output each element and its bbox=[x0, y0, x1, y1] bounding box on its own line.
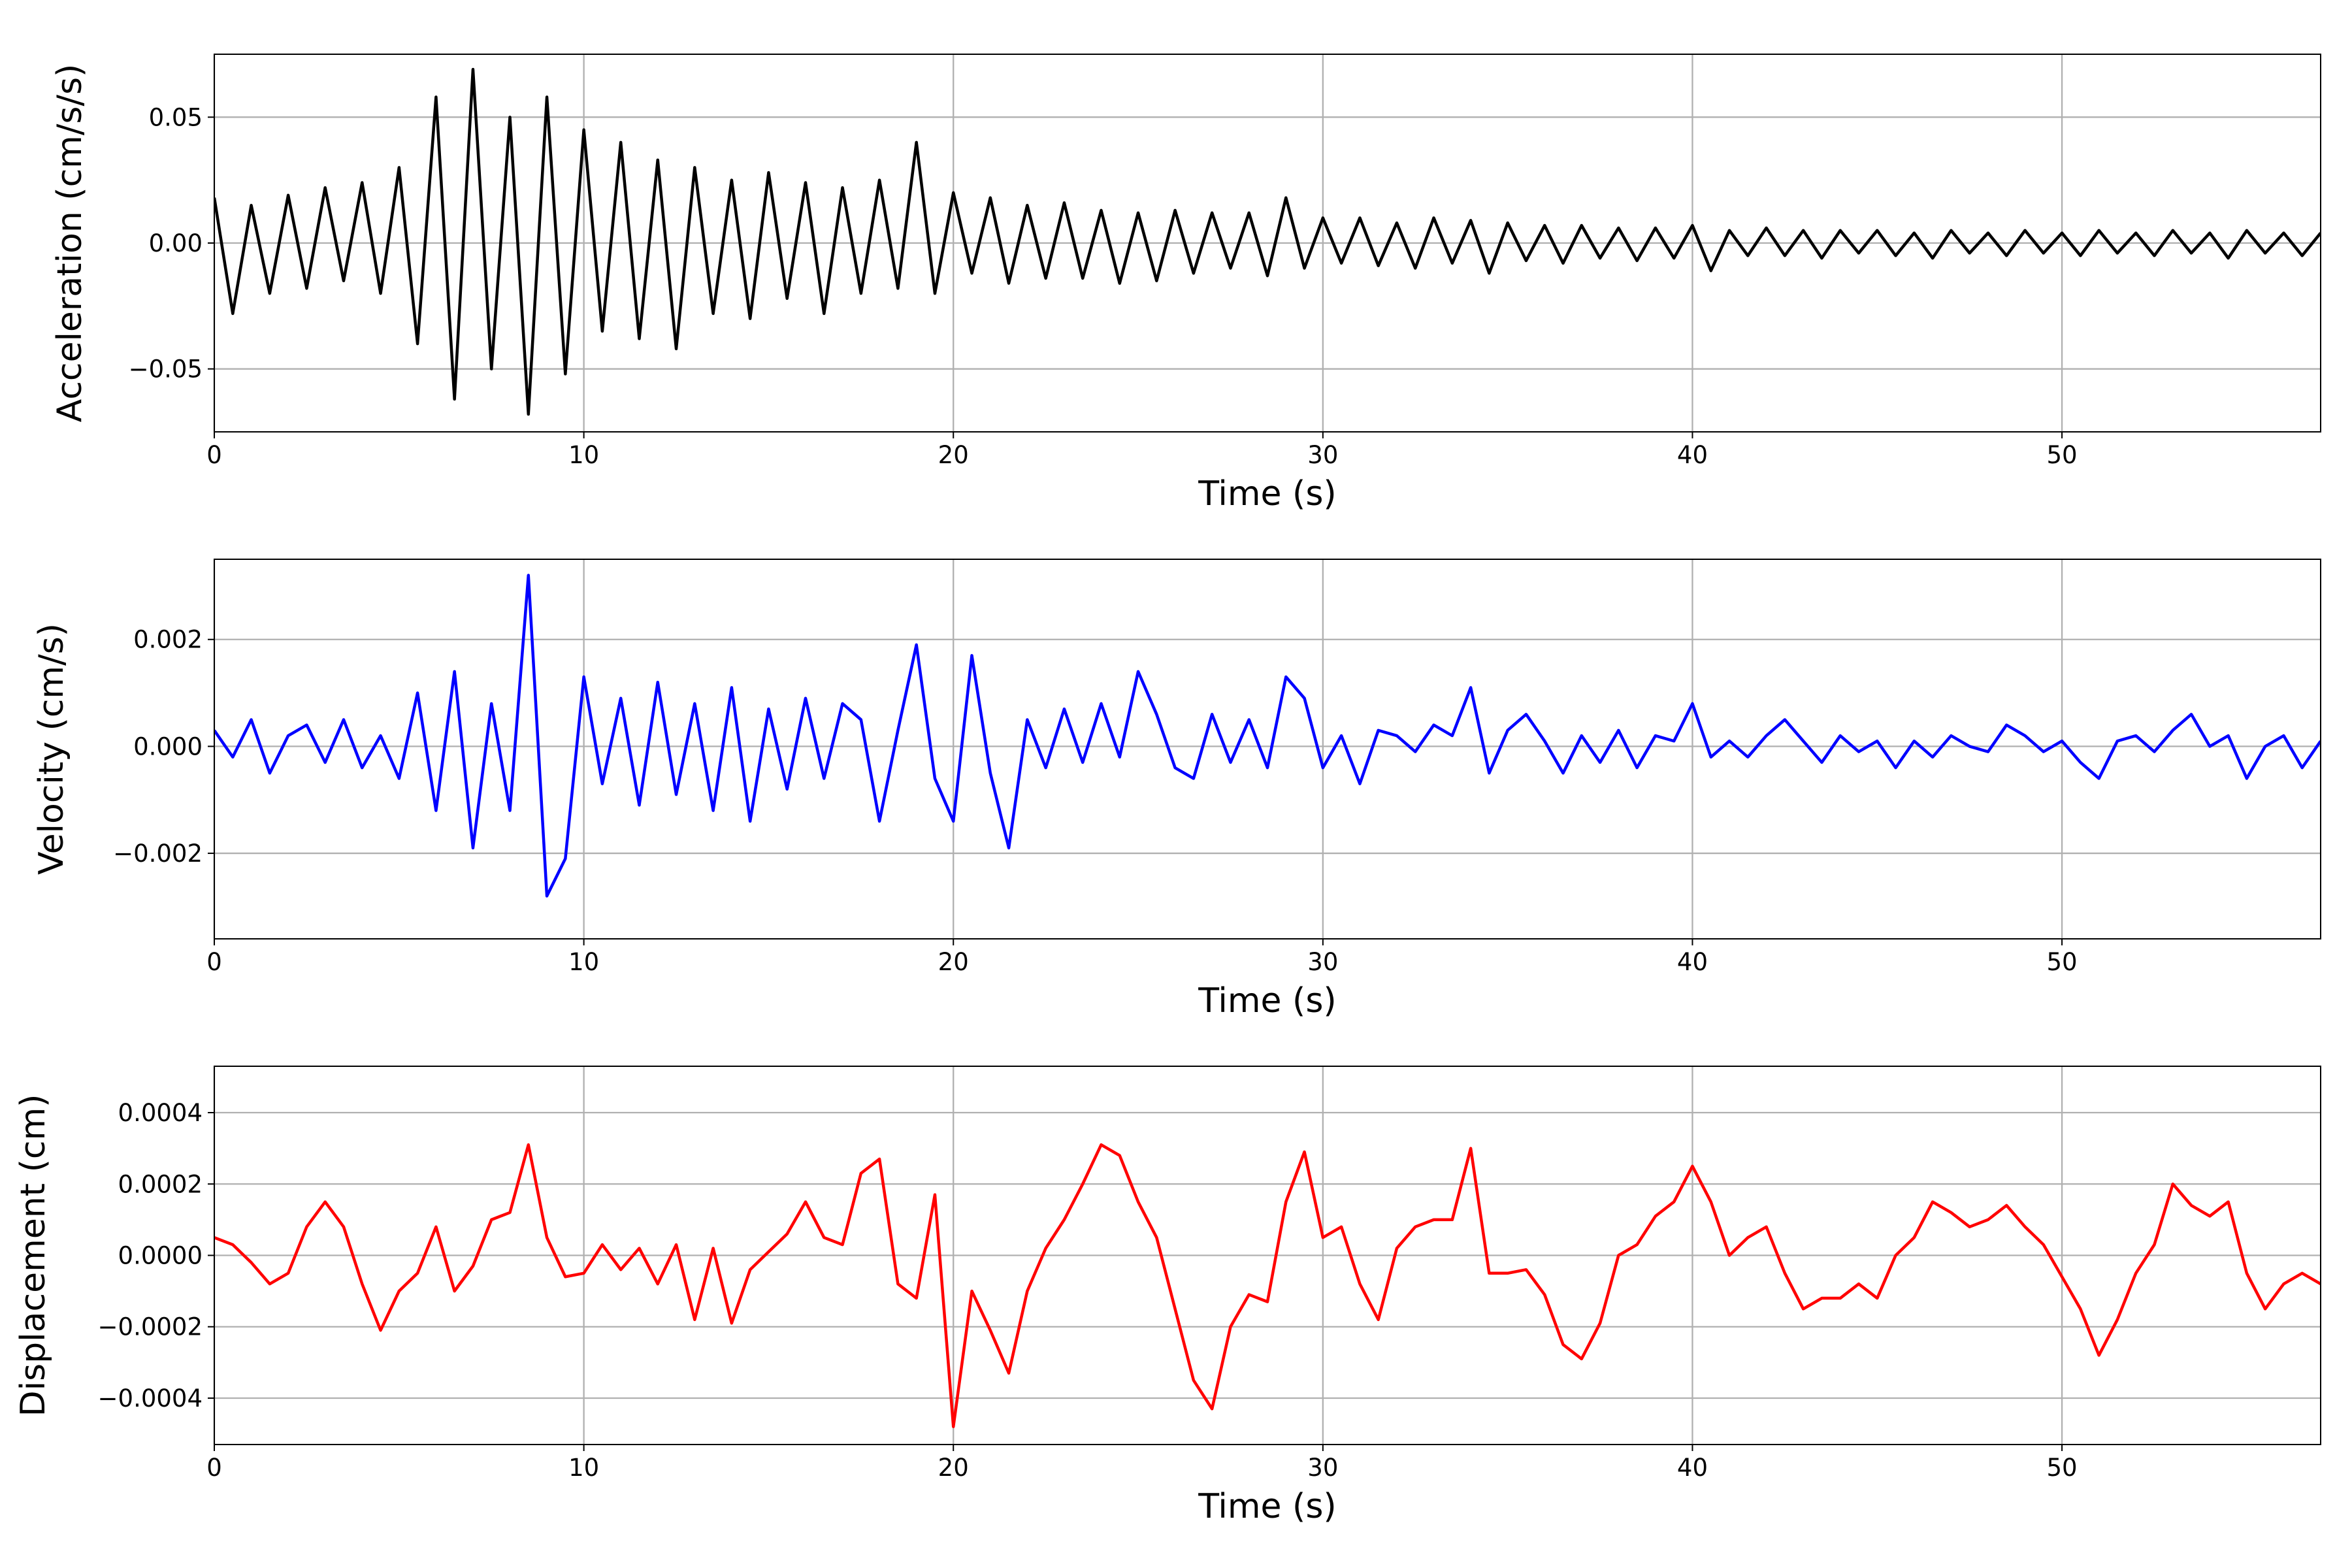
plot-frame bbox=[214, 1066, 2321, 1445]
y-tick-label: −0.0002 bbox=[98, 1313, 203, 1341]
plot-frame bbox=[214, 54, 2321, 433]
y-tick-label: 0.002 bbox=[133, 626, 203, 654]
panel: 0 10 20 30 40 50 −0.002 0.000 0.002 Time (s) Veloc… bbox=[32, 559, 2321, 1021]
y-tick-label: 0.05 bbox=[149, 103, 203, 131]
x-tick-label: 40 bbox=[1677, 948, 1708, 976]
y-tick-label: −0.002 bbox=[113, 840, 203, 868]
y-tick-label: 0.000 bbox=[133, 732, 203, 760]
x-tick-label: 10 bbox=[568, 1454, 599, 1482]
x-axis-label: Time (s) bbox=[1198, 474, 1336, 514]
x-tick-label: 20 bbox=[938, 948, 969, 976]
y-axis-label: Displacement (cm) bbox=[14, 1094, 53, 1417]
y-tick-label: −0.0004 bbox=[98, 1384, 203, 1413]
y-tick-label: 0.0002 bbox=[118, 1170, 203, 1198]
x-tick-label: 30 bbox=[1307, 1454, 1338, 1482]
data-line bbox=[214, 1143, 2321, 1428]
x-tick-label: 50 bbox=[2047, 948, 2078, 976]
x-tick-label: 50 bbox=[2047, 1454, 2078, 1482]
x-tick-label: 0 bbox=[206, 441, 222, 469]
y-tick-label: 0.0000 bbox=[118, 1242, 203, 1270]
panel: 0 10 20 30 40 50 −0.0004 −0.0002 0.0000 0.0002 0.0… bbox=[14, 1066, 2321, 1526]
x-tick-label: 20 bbox=[938, 441, 969, 469]
x-tick-label: 0 bbox=[206, 1454, 222, 1482]
x-tick-label: 30 bbox=[1307, 441, 1338, 469]
y-axis-label: Acceleration (cm/s/s) bbox=[50, 64, 90, 423]
panel: 0 10 20 30 40 50 −0.05 0.00 0.05 Time (s) Accelera… bbox=[50, 54, 2321, 514]
plot-frame bbox=[214, 559, 2321, 939]
x-axis-label: Time (s) bbox=[1198, 981, 1336, 1021]
x-tick-label: 10 bbox=[568, 948, 599, 976]
x-tick-label: 30 bbox=[1307, 948, 1338, 976]
y-tick-label: 0.0004 bbox=[118, 1099, 203, 1127]
x-tick-label: 10 bbox=[568, 441, 599, 469]
x-axis-label: Time (s) bbox=[1198, 1487, 1336, 1526]
data-line bbox=[214, 67, 2321, 416]
data-line bbox=[214, 574, 2321, 898]
y-tick-label: 0.00 bbox=[149, 229, 203, 257]
x-tick-label: 40 bbox=[1677, 1454, 1708, 1482]
x-tick-label: 50 bbox=[2047, 441, 2078, 469]
x-tick-label: 40 bbox=[1677, 441, 1708, 469]
y-tick-label: −0.05 bbox=[129, 355, 203, 384]
x-tick-label: 20 bbox=[938, 1454, 969, 1482]
y-axis-label: Velocity (cm/s) bbox=[32, 623, 71, 875]
x-tick-label: 0 bbox=[206, 948, 222, 976]
